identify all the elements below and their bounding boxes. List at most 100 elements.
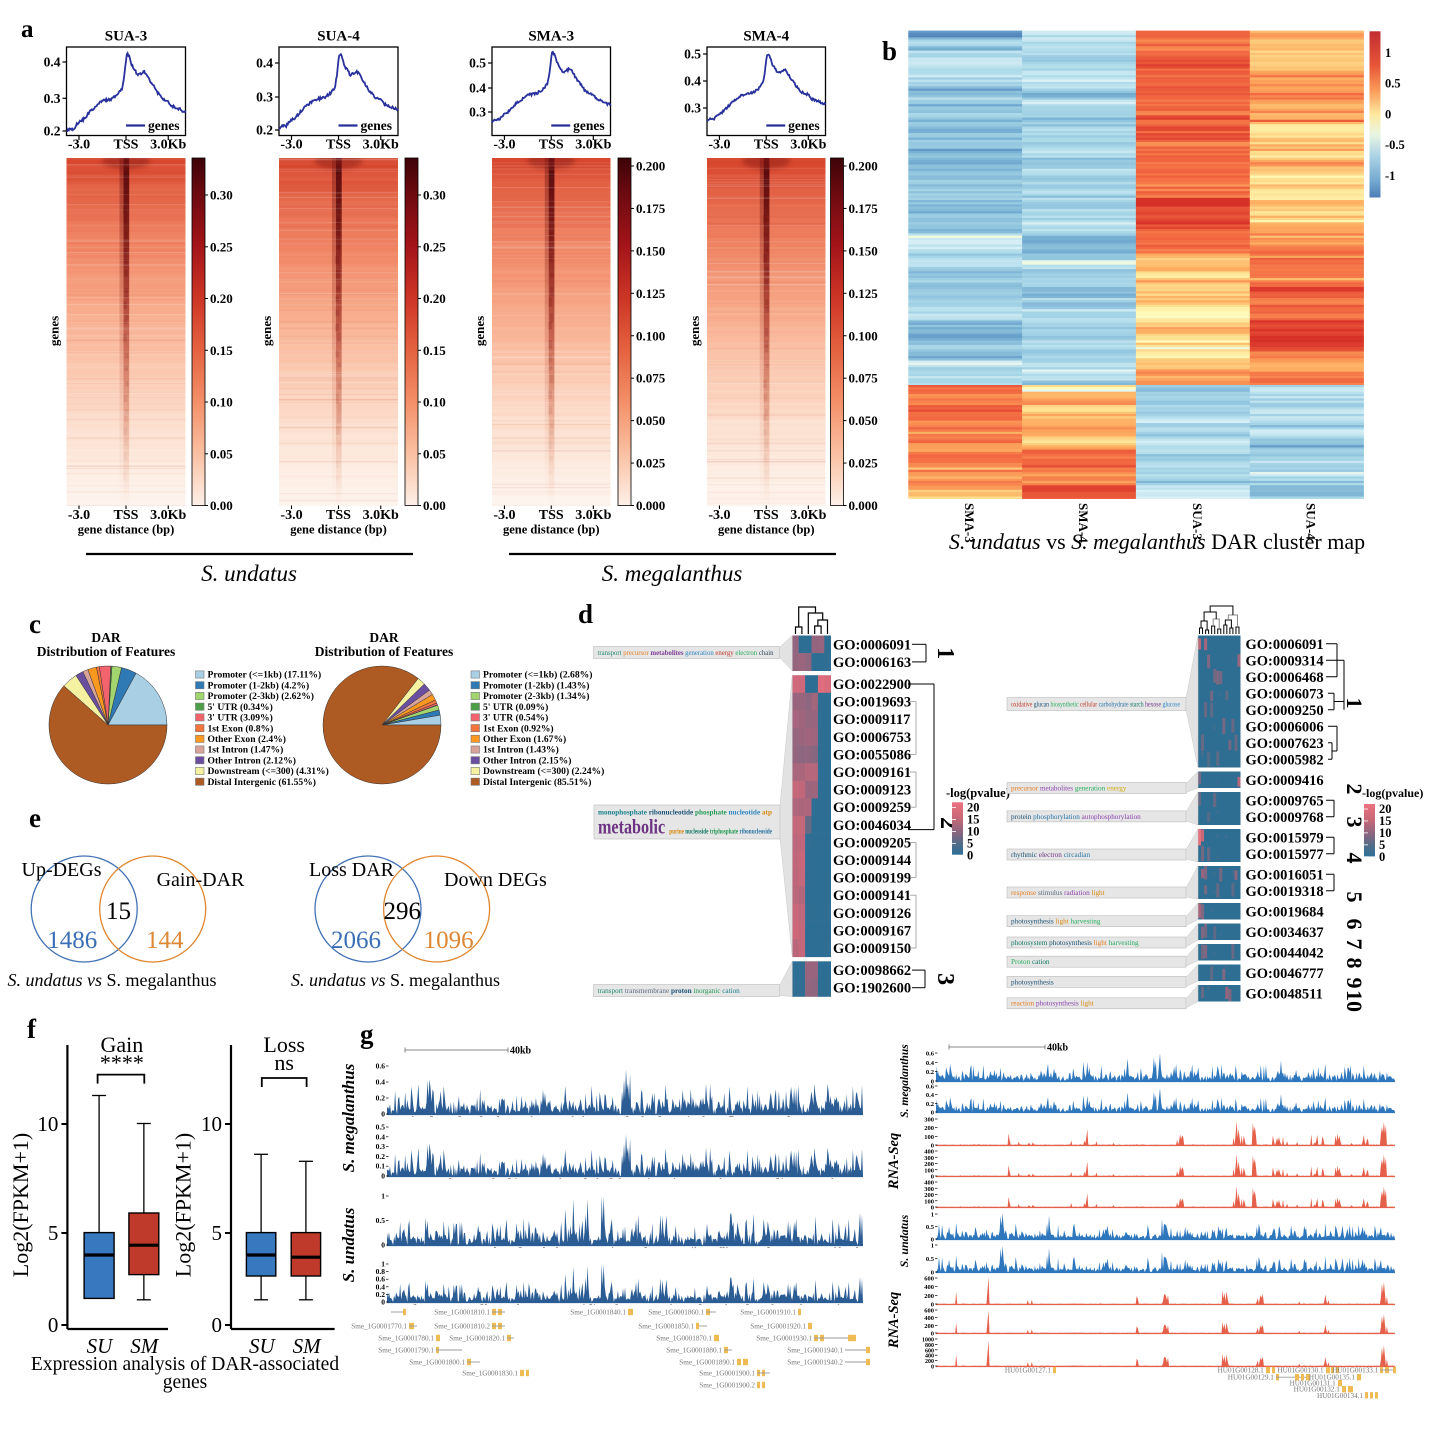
svg-text:0: 0 <box>381 1172 385 1181</box>
svg-text:15: 15 <box>967 812 980 826</box>
svg-text:GO:0009199: GO:0009199 <box>833 871 911 887</box>
svg-text:-3.0: -3.0 <box>708 138 730 153</box>
svg-text:-3.0: -3.0 <box>280 138 302 153</box>
svg-text:rhythmic electron circadian: rhythmic electron circadian <box>1011 851 1090 859</box>
svg-text:Distal Intergenic (85.51%): Distal Intergenic (85.51%) <box>483 777 591 788</box>
svg-text:SUA-3: SUA-3 <box>1190 503 1205 540</box>
svg-text:Promoter (1-2kb) (4.2%): Promoter (1-2kb) (4.2%) <box>208 680 310 691</box>
svg-text:protein phosphorylation autoph: protein phosphorylation autophosphorylat… <box>1011 813 1141 821</box>
svg-text:0: 0 <box>931 1270 934 1277</box>
svg-text:-1: -1 <box>1385 169 1395 183</box>
svg-text:ns: ns <box>274 1050 294 1075</box>
svg-text:precursor metabolites generati: precursor metabolites generation energy <box>1011 784 1127 792</box>
svg-text:0.15: 0.15 <box>423 343 446 358</box>
svg-text:Promoter (<=1kb) (17.11%): Promoter (<=1kb) (17.11%) <box>208 670 322 681</box>
svg-text:0.4: 0.4 <box>469 81 486 96</box>
svg-text:5' UTR (0.09%): 5' UTR (0.09%) <box>483 702 548 713</box>
svg-text:GO:0009167: GO:0009167 <box>833 923 911 939</box>
svg-text:3: 3 <box>932 973 958 985</box>
svg-text:GO:0006091: GO:0006091 <box>1246 637 1324 653</box>
svg-text:GO:0034637: GO:0034637 <box>1246 925 1324 941</box>
svg-text:0.30: 0.30 <box>210 188 233 203</box>
svg-text:-3.0: -3.0 <box>493 508 515 523</box>
svg-text:0.125: 0.125 <box>849 286 879 301</box>
svg-text:TSS: TSS <box>539 138 564 153</box>
svg-text:GO:0006468: GO:0006468 <box>1246 670 1324 686</box>
svg-text:800: 800 <box>925 1343 934 1349</box>
svg-text:Sme_1G0001890.1: Sme_1G0001890.1 <box>679 1359 735 1367</box>
svg-text:Sme_1G0001840.1: Sme_1G0001840.1 <box>570 1309 626 1317</box>
svg-text:DAR: DAR <box>369 630 398 645</box>
svg-text:0: 0 <box>931 1143 934 1150</box>
svg-text:GO:0009161: GO:0009161 <box>833 765 911 781</box>
svg-text:0: 0 <box>381 1298 385 1307</box>
svg-text:200: 200 <box>924 1323 934 1330</box>
svg-text:20: 20 <box>1379 802 1392 816</box>
svg-text:0.5: 0.5 <box>376 1216 386 1225</box>
svg-text:GO:0009205: GO:0009205 <box>833 835 911 851</box>
svg-text:0.175: 0.175 <box>636 201 666 216</box>
svg-text:-3.0: -3.0 <box>280 508 302 523</box>
svg-text:0.2: 0.2 <box>376 1290 386 1299</box>
svg-text:5: 5 <box>212 1221 223 1245</box>
svg-text:Gain-DAR: Gain-DAR <box>157 869 245 891</box>
svg-text:HU01G00129.1: HU01G00129.1 <box>1228 1374 1275 1382</box>
svg-text:Proton cation: Proton cation <box>1011 958 1050 966</box>
svg-text:0.175: 0.175 <box>849 201 879 216</box>
svg-text:GO:0006163: GO:0006163 <box>833 655 911 671</box>
svg-text:0.15: 0.15 <box>210 343 233 358</box>
svg-text:Sme_1G0001920.1: Sme_1G0001920.1 <box>750 1323 806 1331</box>
svg-text:S. undatus: S. undatus <box>201 561 297 586</box>
svg-text:0.20: 0.20 <box>210 291 233 306</box>
svg-text:200: 200 <box>924 1161 934 1168</box>
svg-text:0: 0 <box>1379 850 1385 864</box>
svg-text:3.0Kb: 3.0Kb <box>363 508 399 523</box>
svg-text:0.4: 0.4 <box>376 1282 386 1291</box>
svg-text:genes: genes <box>259 316 274 346</box>
svg-text:3' UTR (3.09%): 3' UTR (3.09%) <box>208 713 273 724</box>
svg-text:400: 400 <box>924 1315 934 1322</box>
svg-text:gene distance (bp): gene distance (bp) <box>718 523 815 537</box>
svg-text:Sme_1G0001850.1: Sme_1G0001850.1 <box>638 1323 694 1331</box>
svg-text:RNA-Seq: RNA-Seq <box>886 1292 902 1349</box>
svg-text:Other Intron (2.12%): Other Intron (2.12%) <box>208 755 296 766</box>
svg-text:0.05: 0.05 <box>210 446 233 461</box>
svg-text:1st Intron (1.47%): 1st Intron (1.47%) <box>208 745 284 756</box>
svg-text:Promoter (1-2kb) (1.43%): Promoter (1-2kb) (1.43%) <box>483 680 590 691</box>
svg-text:0.2: 0.2 <box>376 1152 386 1161</box>
svg-text:-0.5: -0.5 <box>1385 138 1405 152</box>
svg-text:genes: genes <box>472 316 487 346</box>
svg-text:TSS: TSS <box>754 138 779 153</box>
svg-text:Log2(FPKM+1): Log2(FPKM+1) <box>171 1133 196 1277</box>
svg-text:-log(pvalue): -log(pvalue) <box>946 786 1010 800</box>
svg-text:10: 10 <box>201 1112 222 1136</box>
svg-text:TSS: TSS <box>326 138 351 153</box>
svg-text:S. undatus vs S. megalanthus D: S. undatus vs S. megalanthus DAR cluster… <box>949 529 1365 554</box>
svg-text:200: 200 <box>925 1359 934 1365</box>
svg-text:0.4: 0.4 <box>44 55 61 70</box>
svg-text:300: 300 <box>924 1186 934 1193</box>
svg-text:0.10: 0.10 <box>210 395 233 410</box>
svg-text:S. megalanthus: S. megalanthus <box>899 1044 911 1118</box>
svg-text:0.00: 0.00 <box>423 498 446 513</box>
svg-text:0.1: 0.1 <box>376 1162 386 1171</box>
svg-text:0.100: 0.100 <box>849 328 878 343</box>
svg-text:GO:0009765: GO:0009765 <box>1246 793 1324 809</box>
svg-text:Expression analysis of DAR-ass: Expression analysis of DAR-associated <box>31 1354 339 1375</box>
svg-text:0.00: 0.00 <box>210 498 233 513</box>
svg-text:SMA-3: SMA-3 <box>962 503 977 543</box>
svg-text:HU01G00133.1: HU01G00133.1 <box>1332 1367 1379 1375</box>
svg-text:SMA-3: SMA-3 <box>528 29 574 45</box>
svg-text:reaction photosynthesis light: reaction photosynthesis light <box>1011 1000 1094 1008</box>
svg-text:0.050: 0.050 <box>636 413 665 428</box>
svg-text:7: 7 <box>1342 939 1367 950</box>
svg-text:40kb: 40kb <box>1047 1043 1069 1054</box>
svg-text:0: 0 <box>931 1365 934 1371</box>
svg-text:3: 3 <box>1342 817 1367 828</box>
svg-text:0.200: 0.200 <box>636 159 665 174</box>
svg-text:10: 10 <box>1379 826 1392 840</box>
svg-text:GO:0019318: GO:0019318 <box>1246 884 1324 900</box>
svg-text:S. undatus vs S. megalanthus: S. undatus vs S. megalanthus <box>8 970 217 990</box>
svg-text:f: f <box>27 1014 37 1044</box>
svg-text:Sme_1G0001820.1: Sme_1G0001820.1 <box>449 1335 505 1343</box>
